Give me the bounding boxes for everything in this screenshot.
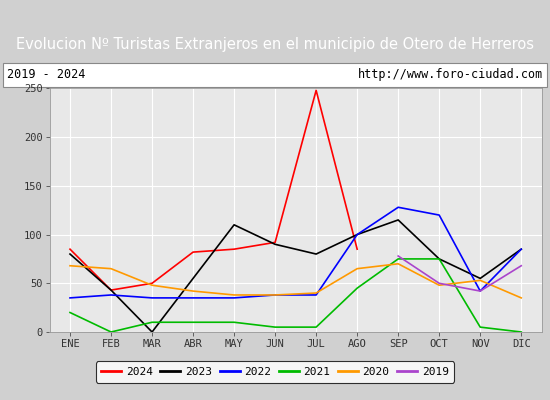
Text: http://www.foro-ciudad.com: http://www.foro-ciudad.com bbox=[358, 68, 543, 81]
Text: 2019 - 2024: 2019 - 2024 bbox=[7, 68, 85, 81]
Text: Evolucion Nº Turistas Extranjeros en el municipio de Otero de Herreros: Evolucion Nº Turistas Extranjeros en el … bbox=[16, 37, 534, 52]
FancyBboxPatch shape bbox=[3, 62, 547, 87]
Legend: 2024, 2023, 2022, 2021, 2020, 2019: 2024, 2023, 2022, 2021, 2020, 2019 bbox=[96, 362, 454, 382]
